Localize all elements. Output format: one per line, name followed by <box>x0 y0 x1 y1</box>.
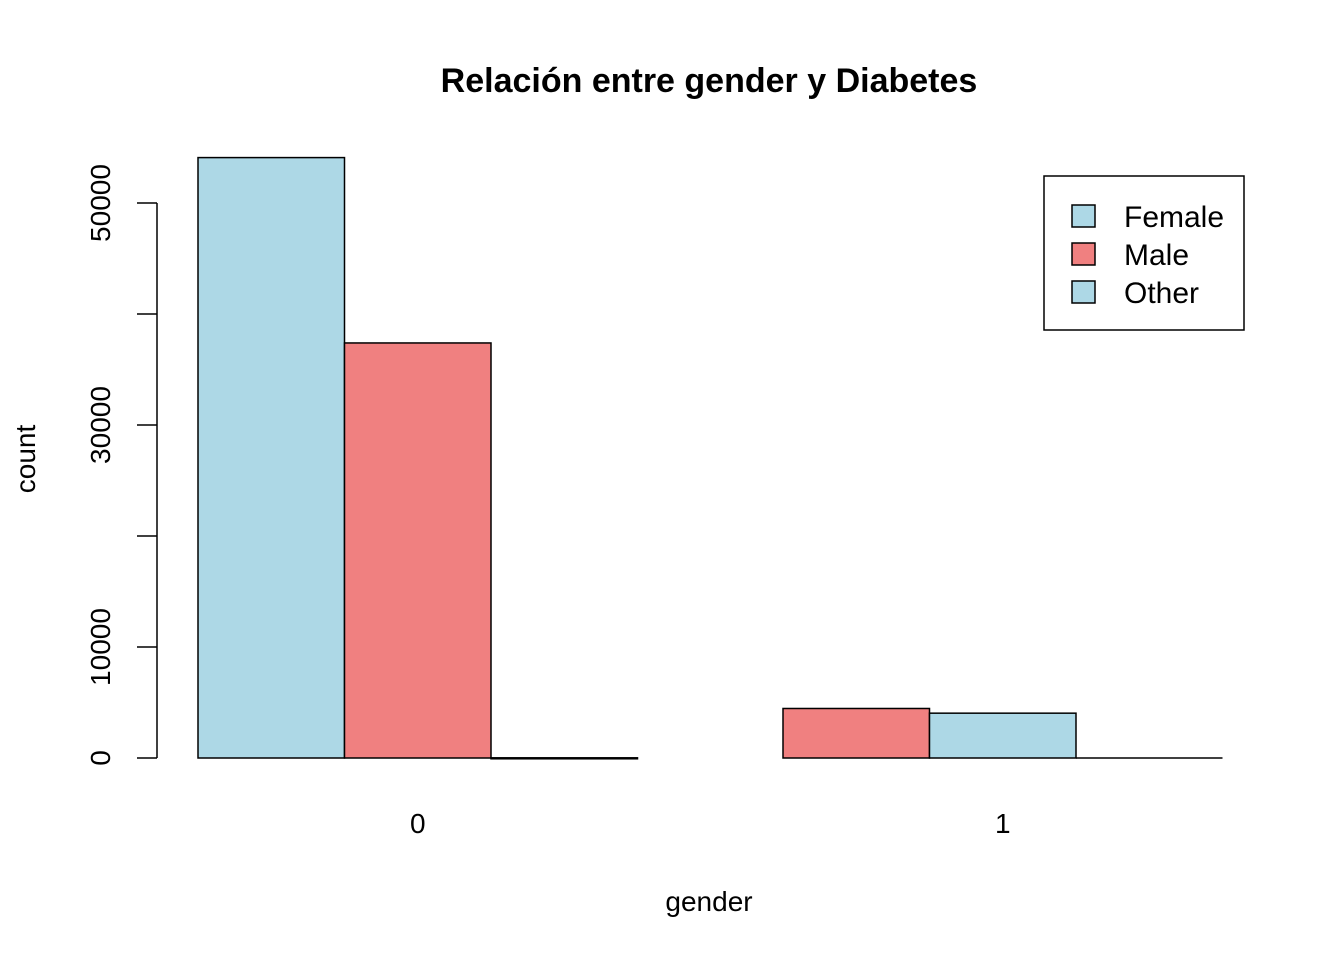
legend-swatch <box>1071 204 1096 228</box>
bar-1-1 <box>928 712 1077 759</box>
x-tick-label: 0 <box>410 808 426 839</box>
bar-0-2 <box>490 757 639 760</box>
y-tick-label: 50000 <box>85 164 116 242</box>
x-axis-label: gender <box>665 886 752 917</box>
legend-label: Male <box>1124 239 1189 272</box>
chart-title: Relación entre gender y Diabetes <box>441 62 978 100</box>
legend: Female Male Other <box>1043 175 1245 331</box>
bars-group <box>197 156 1223 760</box>
bar-0-0 <box>197 156 346 759</box>
x-tick-label: 1 <box>995 808 1011 839</box>
bar-1-0 <box>782 707 931 759</box>
y-tick-label: 0 <box>85 750 116 766</box>
y-axis-label: count <box>10 425 41 494</box>
y-axis: 0 10000 30000 50000 <box>85 164 158 766</box>
legend-swatch <box>1071 242 1096 266</box>
y-tick-label: 30000 <box>85 386 116 464</box>
y-tick-label: 10000 <box>85 608 116 686</box>
legend-label: Other <box>1124 277 1199 310</box>
bar-0-1 <box>343 342 492 759</box>
legend-swatch <box>1071 280 1096 304</box>
legend-label: Female <box>1124 201 1224 234</box>
